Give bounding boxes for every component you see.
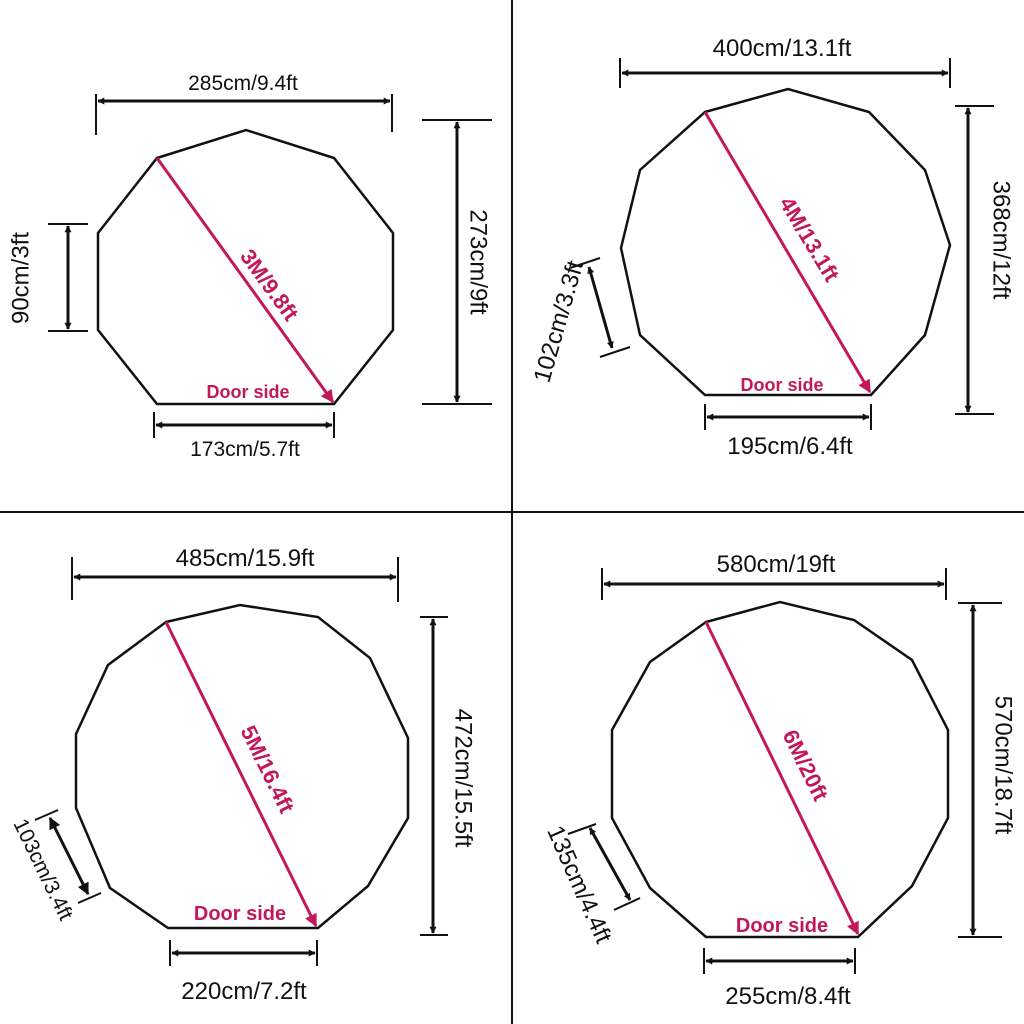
width-label: 485cm/15.9ft — [176, 545, 315, 572]
panel-4m: 400cm/13.1ft 368cm/12ft 102cm/3.3ft 195c… — [529, 35, 1015, 460]
door-width-label: 255cm/8.4ft — [725, 983, 851, 1010]
panel-3m: 285cm/9.4ft 273cm/9ft 90cm/3ft 173cm/5.7… — [7, 72, 492, 461]
diagonal-arrow — [704, 621, 860, 936]
diagonal-arrow — [703, 111, 872, 394]
panel-5m: 485cm/15.9ft 472cm/15.5ft 103cm/3.4ft 22… — [8, 545, 476, 1005]
panel-side-arrow — [588, 827, 632, 901]
height-label: 570cm/18.7ft — [990, 696, 1017, 835]
door-width-label: 220cm/7.2ft — [181, 978, 307, 1005]
door-width-label: 173cm/5.7ft — [190, 438, 300, 461]
panel-side-arrow — [587, 266, 614, 349]
panel-side-arrow — [48, 816, 90, 896]
diagonal-arrow — [164, 621, 318, 928]
panel-6m: 580cm/19ft 570cm/18.7ft 135cm/4.4ft 255c… — [541, 551, 1016, 1010]
door-side-label: Door side — [194, 903, 286, 925]
width-label: 580cm/19ft — [717, 551, 836, 578]
tent-outline — [96, 128, 395, 406]
width-label: 400cm/13.1ft — [713, 35, 852, 62]
panel-side-label: 135cm/4.4ft — [541, 822, 617, 948]
height-label: 368cm/12ft — [988, 181, 1015, 300]
diagonal-label: 5M/16.4ft — [236, 721, 300, 817]
panel-side-label: 102cm/3.3ft — [529, 257, 590, 385]
tent-outline — [74, 603, 410, 930]
diagonal-arrow — [155, 157, 335, 404]
width-label: 285cm/9.4ft — [188, 72, 298, 95]
height-label: 472cm/15.5ft — [450, 709, 477, 848]
door-side-label: Door side — [206, 382, 289, 402]
door-width-label: 195cm/6.4ft — [727, 433, 853, 460]
diagonal-label: 6M/20ft — [778, 726, 834, 806]
door-side-label: Door side — [736, 915, 828, 937]
tent-outline — [619, 87, 952, 397]
tent-outline — [610, 600, 950, 939]
panel-side-label: 90cm/3ft — [7, 232, 34, 324]
diagonal-label: 4M/13.1ft — [774, 192, 844, 286]
panel-side-label: 103cm/3.4ft — [8, 815, 77, 924]
height-label: 273cm/9ft — [465, 209, 492, 315]
door-side-label: Door side — [740, 375, 823, 395]
